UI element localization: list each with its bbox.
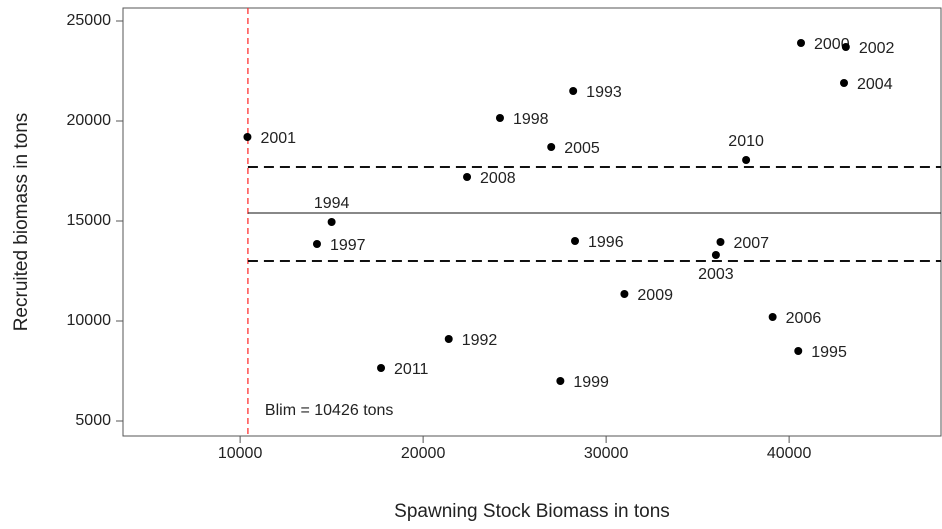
x-axis-title: Spawning Stock Biomass in tons bbox=[394, 501, 670, 522]
point-label: 2008 bbox=[480, 170, 516, 187]
point-label: 2007 bbox=[733, 235, 769, 252]
y-tick-label: 15000 bbox=[67, 212, 112, 229]
point-label: 2011 bbox=[394, 361, 429, 378]
point-label: 2002 bbox=[859, 40, 895, 57]
point bbox=[495, 114, 504, 122]
point bbox=[312, 240, 321, 248]
point bbox=[716, 238, 725, 246]
point bbox=[742, 156, 751, 164]
y-tick-label: 25000 bbox=[67, 12, 112, 29]
point bbox=[711, 251, 720, 259]
point bbox=[841, 43, 850, 51]
point bbox=[840, 79, 849, 87]
x-tick-label: 30000 bbox=[584, 445, 629, 462]
point bbox=[547, 143, 556, 151]
y-axis-title: Recruited biomass in tons bbox=[11, 113, 32, 332]
y-tick-label: 20000 bbox=[67, 112, 112, 129]
point bbox=[463, 173, 472, 181]
point bbox=[794, 347, 803, 355]
point bbox=[444, 335, 453, 343]
point-label: 2005 bbox=[564, 140, 600, 157]
point bbox=[243, 133, 252, 141]
point-label: 1994 bbox=[314, 195, 350, 212]
blim-label: Blim = 10426 tons bbox=[265, 402, 394, 419]
point bbox=[571, 237, 580, 245]
point-label: 1999 bbox=[573, 374, 609, 391]
point-label: 2004 bbox=[857, 76, 893, 93]
point bbox=[768, 313, 777, 321]
point bbox=[377, 364, 386, 372]
point bbox=[327, 218, 336, 226]
point bbox=[556, 377, 565, 385]
point-label: 2010 bbox=[728, 133, 764, 150]
x-tick-label: 10000 bbox=[218, 445, 263, 462]
point-label: 2009 bbox=[637, 287, 673, 304]
x-tick-label: 40000 bbox=[767, 445, 812, 462]
point bbox=[569, 87, 578, 95]
plot-frame bbox=[122, 7, 942, 437]
point bbox=[797, 39, 806, 47]
point-label: 1996 bbox=[588, 234, 624, 251]
point-label: 1993 bbox=[586, 84, 622, 101]
point-label: 1995 bbox=[811, 344, 847, 361]
point bbox=[620, 290, 629, 298]
y-tick-label: 10000 bbox=[67, 312, 112, 329]
point-label: 2000 bbox=[814, 36, 850, 53]
point-label: 1997 bbox=[330, 237, 366, 254]
point-label: 1992 bbox=[462, 332, 498, 349]
y-tick-label: 5000 bbox=[75, 412, 111, 429]
point-label: 1998 bbox=[513, 111, 549, 128]
point-label: 2003 bbox=[698, 266, 734, 283]
point-label: 2001 bbox=[260, 130, 296, 147]
point-label: 2006 bbox=[786, 310, 822, 327]
x-tick-label: 20000 bbox=[401, 445, 446, 462]
